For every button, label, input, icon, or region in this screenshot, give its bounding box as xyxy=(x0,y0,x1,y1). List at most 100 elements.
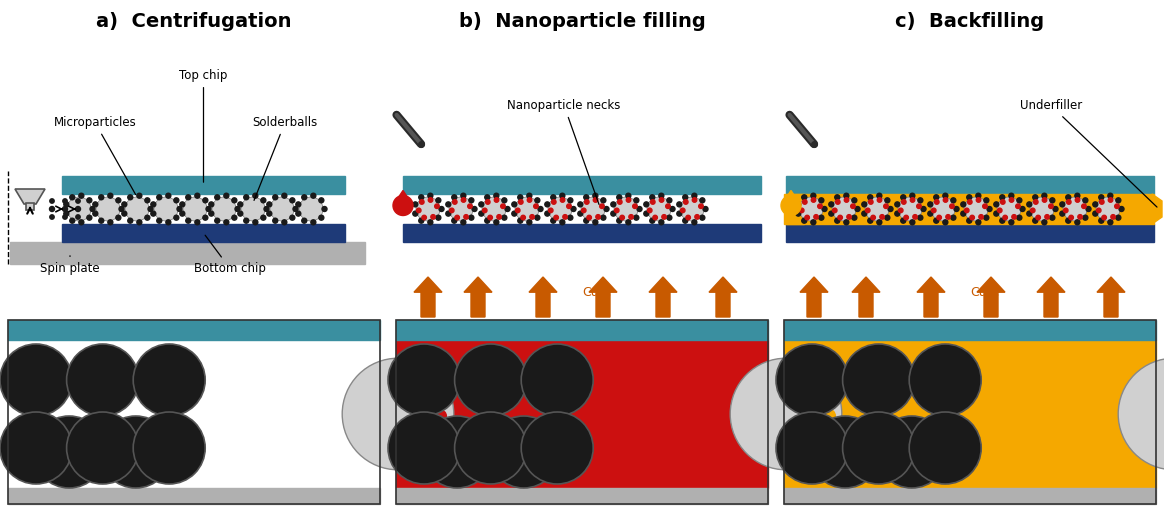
Circle shape xyxy=(133,412,205,484)
Circle shape xyxy=(666,204,670,208)
Circle shape xyxy=(485,200,490,204)
Circle shape xyxy=(1074,220,1080,225)
Circle shape xyxy=(1009,198,1014,202)
Circle shape xyxy=(910,193,915,198)
Circle shape xyxy=(455,412,526,484)
Circle shape xyxy=(0,412,72,484)
Circle shape xyxy=(212,197,236,221)
Circle shape xyxy=(634,215,639,220)
Circle shape xyxy=(1116,198,1121,203)
Circle shape xyxy=(587,215,591,220)
Circle shape xyxy=(471,206,477,211)
Circle shape xyxy=(802,218,807,223)
Circle shape xyxy=(545,202,549,207)
Circle shape xyxy=(208,211,214,216)
Circle shape xyxy=(1069,215,1073,220)
Circle shape xyxy=(241,197,265,221)
Circle shape xyxy=(910,198,915,202)
Circle shape xyxy=(567,204,572,208)
Circle shape xyxy=(964,197,988,221)
Circle shape xyxy=(852,198,857,203)
Circle shape xyxy=(232,198,236,203)
Circle shape xyxy=(518,200,523,204)
Circle shape xyxy=(1034,200,1038,204)
Circle shape xyxy=(821,409,836,423)
Circle shape xyxy=(698,204,703,208)
Circle shape xyxy=(518,195,523,200)
Circle shape xyxy=(319,198,324,203)
Circle shape xyxy=(967,218,972,223)
Circle shape xyxy=(817,204,822,208)
Circle shape xyxy=(1009,220,1014,225)
Bar xyxy=(785,488,1156,504)
Text: Underfiller: Underfiller xyxy=(1020,99,1157,207)
Circle shape xyxy=(776,344,849,416)
Circle shape xyxy=(521,344,594,416)
Circle shape xyxy=(1083,215,1088,220)
Circle shape xyxy=(282,193,286,198)
Circle shape xyxy=(856,443,868,457)
Circle shape xyxy=(388,344,460,416)
Circle shape xyxy=(838,215,843,220)
Bar xyxy=(396,488,768,504)
Circle shape xyxy=(66,344,139,416)
Circle shape xyxy=(76,206,80,211)
Circle shape xyxy=(501,443,513,457)
Circle shape xyxy=(497,215,502,219)
Circle shape xyxy=(421,215,426,220)
Circle shape xyxy=(173,198,179,203)
Circle shape xyxy=(560,198,565,202)
Circle shape xyxy=(179,202,185,207)
Circle shape xyxy=(653,215,658,220)
Bar xyxy=(396,320,768,504)
Circle shape xyxy=(1001,200,1005,204)
Circle shape xyxy=(984,215,989,220)
Circle shape xyxy=(977,198,981,202)
Circle shape xyxy=(626,220,631,225)
Text: Nanoparticle necks: Nanoparticle necks xyxy=(508,99,620,204)
Circle shape xyxy=(1078,215,1083,219)
Circle shape xyxy=(137,220,142,225)
Circle shape xyxy=(909,344,981,416)
Circle shape xyxy=(468,410,481,422)
Circle shape xyxy=(272,195,278,200)
Circle shape xyxy=(1050,198,1055,203)
Circle shape xyxy=(79,193,84,198)
Circle shape xyxy=(128,195,133,200)
Circle shape xyxy=(910,220,915,225)
Circle shape xyxy=(1064,208,1069,212)
Circle shape xyxy=(1066,218,1071,223)
Circle shape xyxy=(885,215,889,220)
Circle shape xyxy=(700,198,705,203)
Circle shape xyxy=(868,200,873,204)
Polygon shape xyxy=(15,189,45,204)
Bar xyxy=(396,340,768,488)
Circle shape xyxy=(512,202,517,207)
Circle shape xyxy=(413,202,418,207)
Circle shape xyxy=(659,220,663,225)
Circle shape xyxy=(909,412,981,484)
Bar xyxy=(785,320,1156,340)
Circle shape xyxy=(206,206,211,211)
Circle shape xyxy=(998,208,1002,212)
Circle shape xyxy=(1083,198,1088,203)
Circle shape xyxy=(568,215,573,220)
Circle shape xyxy=(888,410,902,422)
Circle shape xyxy=(311,193,315,198)
Circle shape xyxy=(90,206,95,211)
Circle shape xyxy=(906,441,918,455)
Circle shape xyxy=(776,412,849,484)
Circle shape xyxy=(931,197,954,221)
Circle shape xyxy=(822,206,826,211)
Circle shape xyxy=(64,202,69,207)
Circle shape xyxy=(918,198,923,203)
Circle shape xyxy=(79,220,84,225)
Circle shape xyxy=(568,198,573,203)
FancyArrow shape xyxy=(414,277,442,317)
Circle shape xyxy=(700,215,705,220)
Circle shape xyxy=(594,198,598,202)
Circle shape xyxy=(290,215,294,220)
FancyArrow shape xyxy=(917,277,945,317)
Circle shape xyxy=(296,202,300,207)
Circle shape xyxy=(551,195,555,200)
